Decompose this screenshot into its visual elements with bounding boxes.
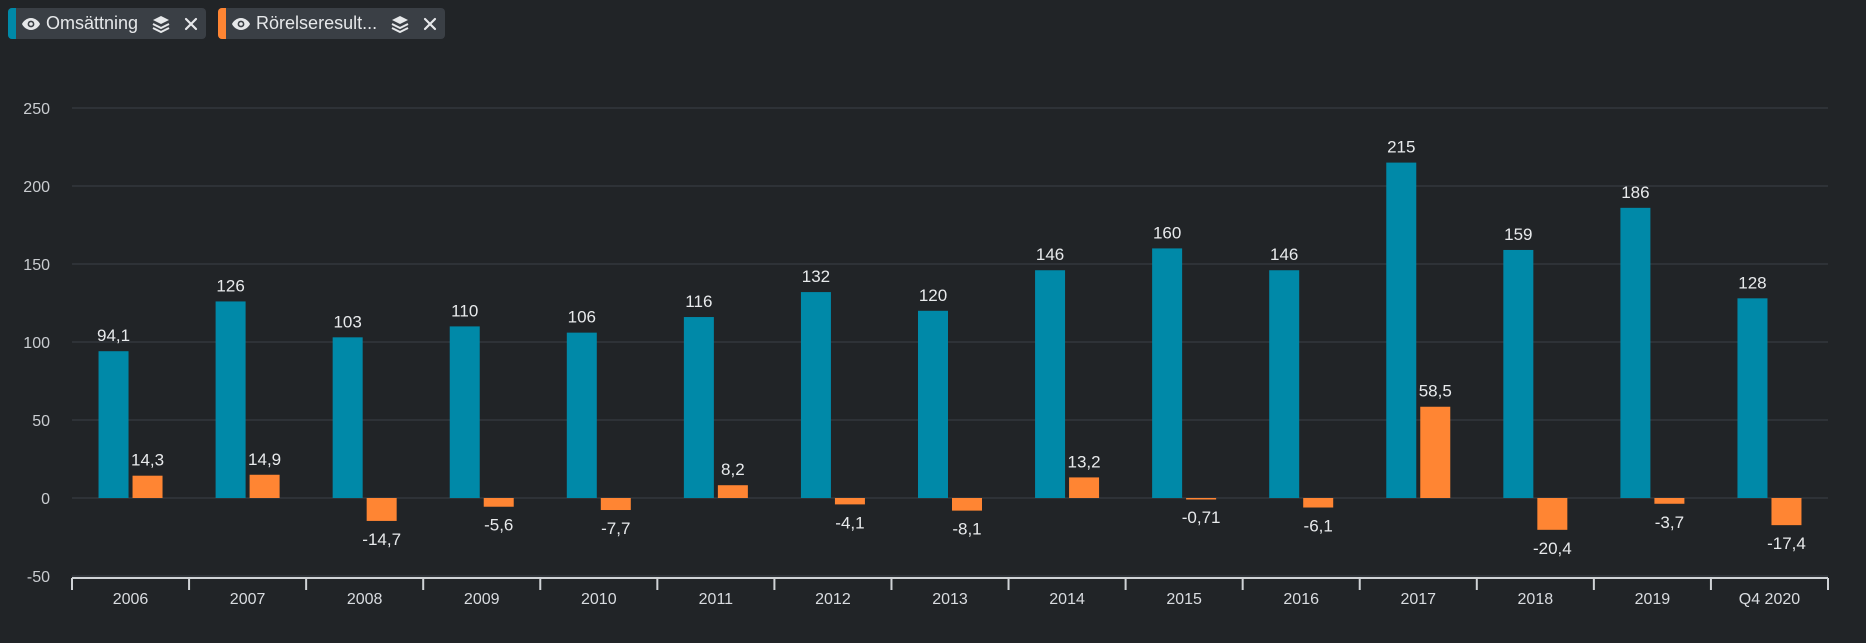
bar-omsattning [918,310,948,498]
eye-icon[interactable] [16,8,46,39]
bar-rorelseresultat [249,474,280,498]
layers-icon[interactable] [146,8,176,39]
x-tick-label: 2013 [932,591,968,608]
legend: Omsättning Rörelseresult... [8,8,446,39]
data-label: -3,7 [1655,513,1684,532]
y-tick-label: 150 [23,257,50,274]
bar-omsattning [1269,270,1300,498]
y-tick-label: -50 [27,569,50,586]
bar-rorelseresultat [366,498,397,521]
bar-omsattning [683,317,714,498]
bar-rorelseresultat [1186,498,1217,500]
data-label: 120 [919,286,947,305]
y-tick-label: 250 [23,101,50,118]
y-tick-label: 200 [23,179,50,196]
bar-omsattning [1386,162,1417,498]
data-label: 14,9 [248,450,281,469]
x-tick-label: 2008 [347,591,383,608]
data-label: 132 [802,267,830,286]
data-label: 215 [1387,138,1415,157]
y-tick-label: 0 [41,491,50,508]
bar-omsattning [215,301,246,498]
bar-omsattning [332,337,363,498]
x-tick-label: 2006 [113,591,149,608]
bar-omsattning [1737,298,1768,498]
data-label: 8,2 [721,460,745,479]
x-tick-label: Q4 2020 [1739,591,1800,608]
data-label: 116 [685,292,712,311]
data-label: 94,1 [97,326,130,345]
x-tick-label: 2019 [1635,591,1671,608]
data-label: 103 [333,312,361,331]
data-label: -17,4 [1767,534,1806,553]
x-tick-label: 2017 [1400,591,1436,608]
data-label: 126 [216,276,244,295]
data-label: -8,1 [952,520,981,539]
bar-rorelseresultat [1303,498,1334,508]
bar-rorelseresultat [1654,498,1685,504]
eye-icon[interactable] [226,8,256,39]
bar-rorelseresultat [1537,498,1568,530]
bar-rorelseresultat [1069,477,1100,498]
bar-omsattning [1035,270,1066,498]
data-label: 186 [1621,183,1649,202]
data-label: 13,2 [1068,452,1101,471]
x-tick-label: 2009 [464,591,500,608]
bar-rorelseresultat [952,498,982,511]
data-label: 110 [451,301,478,320]
data-label: 58,5 [1419,382,1452,401]
bar-omsattning [98,351,129,498]
data-label: -5,6 [484,516,513,535]
layers-icon[interactable] [385,8,415,39]
y-tick-label: 100 [23,335,50,352]
close-icon[interactable] [176,8,206,39]
bar-rorelseresultat [834,498,865,505]
series-color-swatch [8,8,16,39]
data-label: 146 [1270,245,1298,264]
bar-rorelseresultat [1420,406,1451,498]
data-label: -7,7 [601,519,630,538]
bar-omsattning [566,332,597,498]
x-tick-label: 2011 [699,591,734,608]
bar-rorelseresultat [717,485,748,498]
data-label: 146 [1036,245,1064,264]
data-label: -14,7 [362,530,401,549]
legend-chip-rorelseresultat[interactable]: Rörelseresult... [218,8,446,39]
bar-rorelseresultat [132,475,163,498]
bar-rorelseresultat [600,498,631,511]
bar-omsattning [1152,248,1183,498]
data-label: -4,1 [835,513,864,532]
x-tick-label: 2015 [1166,591,1202,608]
x-tick-label: 2018 [1518,591,1554,608]
data-label: 14,3 [131,451,164,470]
data-label: 128 [1738,273,1766,292]
bar-omsattning [800,292,831,498]
bar-rorelseresultat [1771,498,1802,526]
data-label: -0,71 [1182,508,1221,527]
bar-omsattning [1503,249,1534,498]
bar-omsattning [449,326,480,498]
bar-omsattning [1620,207,1651,498]
x-tick-label: 2007 [230,591,266,608]
x-tick-label: 2014 [1049,591,1085,608]
data-label: 159 [1504,225,1532,244]
series-color-swatch [218,8,227,39]
x-tick-label: 2016 [1283,591,1319,608]
data-label: -6,1 [1304,517,1333,536]
y-tick-label: 50 [32,413,50,430]
legend-chip-omsattning[interactable]: Omsättning [8,8,207,39]
x-tick-label: 2012 [815,591,851,608]
close-icon[interactable] [415,8,445,39]
data-label: 106 [568,308,596,327]
x-tick-label: 2010 [581,591,617,608]
data-label: 160 [1153,223,1181,242]
data-label: -20,4 [1533,539,1572,558]
bar-rorelseresultat [483,498,514,507]
